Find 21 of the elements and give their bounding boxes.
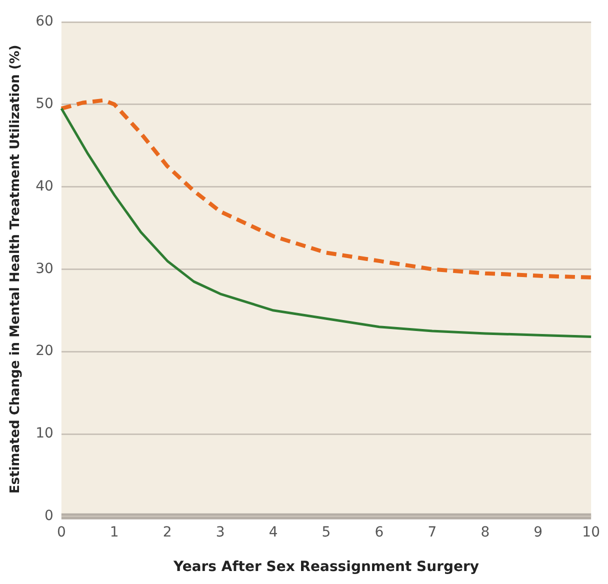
y-tick-label: 0 xyxy=(44,508,54,524)
x-tick-label: 7 xyxy=(428,524,437,540)
y-axis-title: Estimated Change in Mental Health Treatment Utilization (%) xyxy=(8,44,24,494)
x-tick-label: 3 xyxy=(216,524,225,540)
y-tick-label: 30 xyxy=(36,260,54,277)
x-tick-label: 4 xyxy=(268,524,278,540)
x-tick-label: 0 xyxy=(56,524,66,540)
y-tick-label: 60 xyxy=(36,14,54,30)
x-tick-label: 8 xyxy=(480,524,490,540)
line-series xyxy=(59,98,594,280)
y-tick-label: 50 xyxy=(36,96,54,112)
x-tick-label: 5 xyxy=(322,524,331,540)
x-tick-label: 10 xyxy=(582,524,600,540)
y-tick-label: 40 xyxy=(36,178,54,194)
y-tick-label: 10 xyxy=(36,426,54,442)
y-tick-label: 20 xyxy=(36,343,54,360)
x-tick-label: 6 xyxy=(374,524,384,540)
x-axis-title: Years After Sex Reassignment Surgery xyxy=(172,559,480,576)
x-tick-label: 1 xyxy=(110,524,119,540)
x-tick-label: 2 xyxy=(162,524,172,540)
x-tick-label: 9 xyxy=(534,524,543,540)
